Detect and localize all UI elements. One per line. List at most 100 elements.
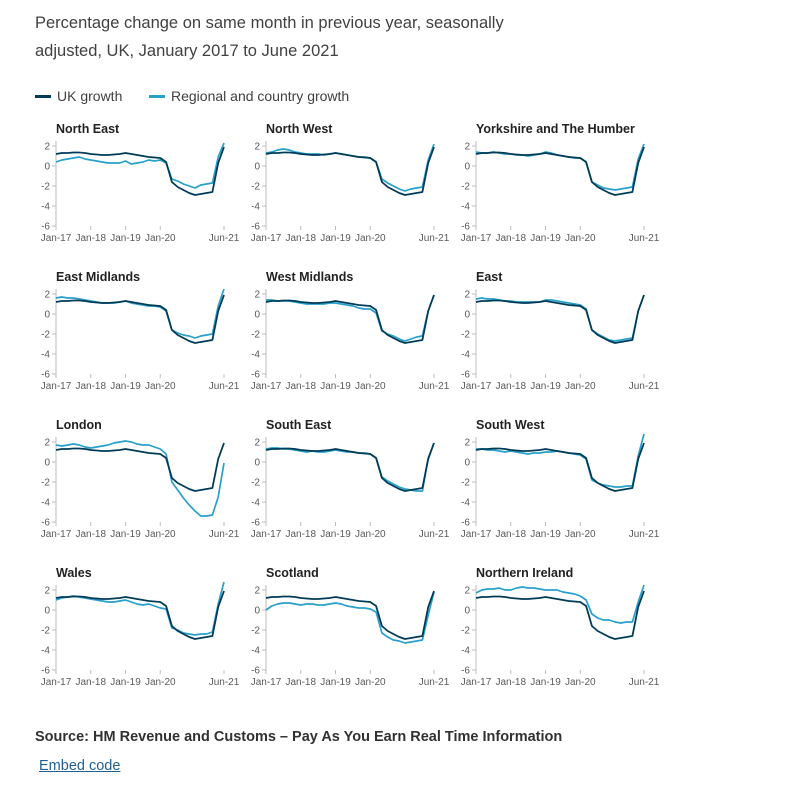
y-tick-label: -6 — [461, 370, 470, 381]
legend-label-uk-growth: UK growth — [57, 88, 123, 104]
x-tick-label: Jan-20 — [565, 381, 596, 392]
panel-title-north-west: North West — [266, 122, 333, 136]
y-tick-label: -2 — [41, 330, 50, 341]
panel-title-scotland: Scotland — [266, 566, 319, 580]
x-tick-label: Jan-18 — [495, 233, 526, 244]
x-tick-label: Jan-17 — [251, 677, 282, 688]
y-tick-label: -6 — [461, 222, 470, 233]
y-tick-label: -4 — [461, 646, 470, 657]
panel-title-south-west: South West — [476, 418, 545, 432]
series-uk-line-west-midlands — [265, 294, 435, 344]
y-tick-label: 0 — [254, 310, 260, 321]
chart-subtitle: Percentage change on same month in previ… — [35, 14, 504, 60]
y-tick-label: 2 — [464, 438, 470, 449]
x-tick-label: Jan-17 — [251, 233, 282, 244]
y-tick-label: -6 — [41, 222, 50, 233]
y-tick-label: -4 — [461, 202, 470, 213]
series-regional-line-south-west — [476, 433, 645, 488]
x-tick-label: Jan-19 — [530, 677, 561, 688]
series-regional-line-east — [475, 294, 645, 342]
y-tick-label: 0 — [464, 162, 470, 173]
series-regional-line-scotland — [265, 591, 435, 644]
y-tick-label: -6 — [251, 222, 260, 233]
panel-title-east: East — [476, 270, 503, 284]
x-tick-label: Jan-17 — [251, 529, 282, 540]
x-tick-label: Jan-20 — [355, 233, 386, 244]
series-uk-line-east — [475, 294, 645, 344]
x-tick-label: Jan-20 — [565, 233, 596, 244]
y-tick-label: 2 — [44, 438, 50, 449]
x-tick-label: Jan-19 — [320, 233, 351, 244]
series-regional-line-north-west — [265, 143, 435, 192]
y-tick-label: -4 — [251, 350, 260, 361]
series-uk-line-yorkshire-and-the-humber — [475, 146, 645, 196]
y-tick-label: 0 — [464, 606, 470, 617]
y-tick-label: 0 — [44, 310, 50, 321]
series-regional-line-london — [55, 440, 225, 517]
y-tick-label: -2 — [41, 626, 50, 637]
x-tick-label: Jan-20 — [145, 529, 176, 540]
panel-title-yorkshire-and-the-humber: Yorkshire and The Humber — [476, 122, 635, 136]
x-tick-label: Jan-18 — [285, 381, 316, 392]
y-tick-label: -6 — [251, 370, 260, 381]
x-tick-label: Jan-17 — [461, 381, 492, 392]
y-tick-label: -2 — [251, 182, 260, 193]
y-tick-label: -2 — [461, 626, 470, 637]
legend-swatch-regional-growth — [149, 94, 165, 98]
embed-code-link[interactable]: Embed code — [39, 758, 121, 774]
y-tick-label: -6 — [461, 666, 470, 677]
y-tick-label: 2 — [44, 586, 50, 597]
y-tick-label: -2 — [461, 182, 470, 193]
y-tick-label: -2 — [251, 626, 260, 637]
y-tick-label: 2 — [44, 142, 50, 153]
panel-title-northern-ireland: Northern Ireland — [476, 566, 573, 580]
x-tick-label: Jun-21 — [629, 677, 660, 688]
x-tick-label: Jan-19 — [110, 677, 141, 688]
y-tick-label: 2 — [254, 142, 260, 153]
x-tick-label: Jan-19 — [530, 233, 561, 244]
x-tick-label: Jan-20 — [145, 233, 176, 244]
series-regional-line-west-midlands — [266, 294, 435, 342]
y-tick-label: 0 — [254, 458, 260, 469]
x-tick-label: Jun-21 — [629, 381, 660, 392]
y-tick-label: -4 — [461, 350, 470, 361]
y-tick-label: -2 — [41, 478, 50, 489]
x-tick-label: Jan-17 — [251, 381, 282, 392]
series-uk-line-north-east — [55, 146, 225, 196]
series-regional-line-north-east — [55, 142, 225, 189]
x-tick-label: Jan-17 — [461, 677, 492, 688]
y-tick-label: -2 — [251, 478, 260, 489]
x-tick-label: Jun-21 — [629, 233, 660, 244]
series-regional-line-yorkshire-and-the-humber — [475, 143, 645, 191]
y-tick-label: 2 — [44, 290, 50, 301]
x-tick-label: Jan-18 — [285, 529, 316, 540]
y-tick-label: 2 — [254, 586, 260, 597]
y-tick-label: -4 — [41, 350, 50, 361]
x-tick-label: Jan-18 — [495, 677, 526, 688]
y-tick-label: -4 — [251, 202, 260, 213]
x-tick-label: Jan-18 — [285, 233, 316, 244]
y-tick-label: -2 — [461, 478, 470, 489]
x-tick-label: Jan-17 — [41, 529, 72, 540]
y-tick-label: 2 — [464, 290, 470, 301]
y-tick-label: -6 — [41, 518, 50, 529]
x-tick-label: Jan-19 — [320, 677, 351, 688]
x-tick-label: Jan-17 — [461, 529, 492, 540]
x-tick-label: Jun-21 — [419, 529, 450, 540]
y-tick-label: 0 — [464, 458, 470, 469]
x-tick-label: Jan-18 — [75, 529, 106, 540]
x-tick-label: Jan-18 — [285, 677, 316, 688]
series-uk-line-south-east — [265, 442, 435, 492]
panel-title-south-east: South East — [266, 418, 332, 432]
series-uk-line-london — [55, 442, 225, 492]
y-tick-label: -4 — [251, 498, 260, 509]
y-tick-label: 0 — [44, 162, 50, 173]
x-tick-label: Jan-18 — [75, 677, 106, 688]
y-tick-label: 0 — [44, 458, 50, 469]
x-tick-label: Jan-17 — [461, 233, 492, 244]
y-tick-label: 0 — [464, 310, 470, 321]
